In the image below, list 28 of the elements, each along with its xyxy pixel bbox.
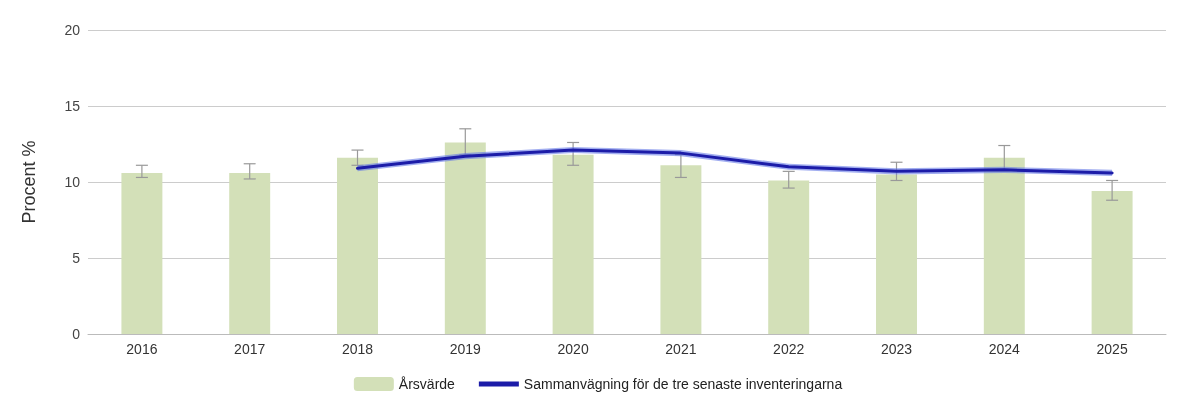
bar — [1091, 191, 1133, 334]
x-tick-label: 2016 — [126, 341, 158, 357]
y-tick-label: 15 — [64, 98, 81, 114]
bar — [876, 174, 917, 334]
bar — [121, 172, 163, 334]
y-tick-label: 5 — [72, 250, 81, 266]
x-tick-label: 2021 — [665, 341, 697, 357]
y-axis-title: Procent % — [19, 140, 39, 224]
y-tick-label: 10 — [64, 174, 81, 190]
x-tick-label: 2025 — [1096, 341, 1128, 357]
x-tick-label: 2019 — [449, 341, 482, 357]
x-tick-label: 2017 — [234, 341, 266, 357]
x-tick-label: 2020 — [557, 341, 589, 357]
bar — [768, 180, 810, 334]
y-tick-label: 0 — [72, 326, 81, 342]
bar — [337, 157, 378, 334]
bar — [444, 142, 486, 334]
x-tick-label: 2022 — [773, 341, 805, 357]
x-tick-label: 2024 — [988, 341, 1021, 357]
bar — [229, 172, 271, 334]
bar — [552, 154, 594, 334]
legend-label: Sammanvägning för de tre senaste inventeringarna — [523, 376, 843, 392]
bar — [983, 157, 1025, 334]
y-tick-label: 20 — [64, 22, 81, 38]
x-tick-label: 2018 — [341, 341, 374, 357]
x-tick-label: 2023 — [880, 341, 913, 357]
bar — [660, 165, 702, 334]
legend-label: Årsvärde — [398, 376, 456, 392]
